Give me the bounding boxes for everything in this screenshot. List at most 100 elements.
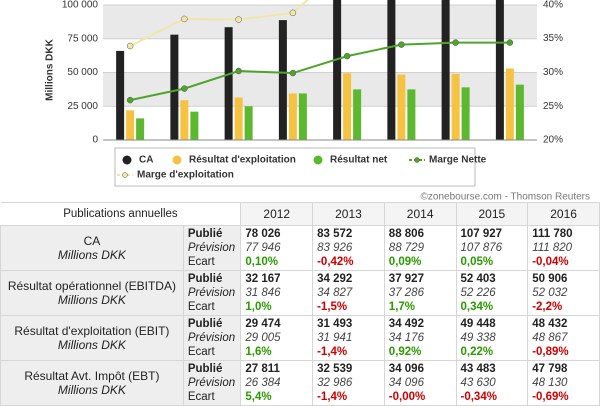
forecast: 49 338	[460, 332, 496, 344]
value-cell: 34 096 34 096 -0,00%	[383, 360, 457, 406]
gap: 0,09%	[388, 256, 422, 268]
legend-label: Marge Nette	[429, 155, 487, 166]
y-tick-label: 50 000	[67, 67, 98, 78]
y-tick-label: 25 000	[67, 101, 98, 112]
row-name: Résultat opérationnel (EBITDA)	[7, 279, 176, 293]
published: 83 572	[317, 228, 353, 240]
line-point	[452, 39, 459, 46]
bar	[190, 111, 199, 140]
forecast: 34 096	[388, 377, 424, 389]
sublabels: Publié Prévision Ecart	[182, 225, 242, 271]
sublabel: Prévision	[187, 287, 236, 299]
year-header: 2016	[527, 202, 600, 226]
row-unit: Millions DKK	[57, 338, 126, 352]
gap: -1,4%	[317, 391, 348, 403]
legend-label: Marge d'exploitation	[137, 170, 234, 181]
legend-label: Résultat net	[330, 155, 388, 166]
forecast: 43 630	[460, 377, 496, 389]
bar	[126, 110, 135, 140]
line	[129, 41, 510, 102]
y2-tick-label: 35%	[543, 33, 563, 44]
bar	[397, 74, 406, 140]
value-cell: 34 492 34 176 0,92%	[383, 315, 457, 361]
sublabel: Ecart	[187, 391, 215, 403]
forecast: 31 941	[317, 332, 353, 344]
gap: -2,2%	[532, 301, 563, 313]
value-cell: 48 432 48 867 -0,89%	[527, 315, 600, 361]
legend-box	[114, 147, 476, 187]
value-cell: 47 798 48 130 -0,69%	[527, 360, 600, 406]
legend-label: Résultat d'exploitation	[189, 155, 296, 166]
data-row: CA Millions DKK Publié Prévision Ecart 78 026…	[0, 225, 600, 271]
year-header: 2015	[455, 202, 529, 226]
value-cell: 32 539 32 986 -1,4%	[312, 360, 385, 406]
published: 43 483	[460, 363, 496, 375]
legend-label: CA	[139, 155, 153, 166]
published: 27 811	[245, 363, 280, 375]
y2-tick-label: 25%	[543, 101, 563, 112]
value-cell: 49 448 49 338 0,22%	[455, 315, 529, 361]
value-cell: 31 493 31 941 -1,4%	[312, 315, 385, 361]
gap: 1,6%	[245, 346, 272, 358]
line-point	[181, 15, 188, 23]
published: 111 780	[532, 228, 573, 240]
legend-swatch	[122, 172, 128, 178]
gap: 1,0%	[245, 301, 272, 313]
bar	[495, 0, 504, 140]
bar	[461, 87, 470, 140]
sublabel: Publié	[187, 318, 223, 330]
bar	[244, 106, 253, 140]
bar	[298, 93, 307, 140]
grid-band	[103, 4, 537, 39]
row-unit: Millions DKK	[57, 383, 126, 397]
forecast: 48 130	[532, 377, 568, 389]
forecast: 37 286	[388, 287, 424, 299]
year-header: 2012	[240, 202, 314, 226]
sublabel: Prévision	[187, 242, 236, 254]
published: 47 798	[532, 363, 568, 375]
forecast: 48 867	[532, 332, 568, 344]
bar	[387, 0, 396, 140]
bar	[136, 118, 145, 140]
line-point	[289, 9, 297, 17]
y-tick-label: 100 000	[62, 0, 99, 11]
sublabels: Publié Prévision Ecart	[182, 270, 242, 316]
forecast: 52 032	[532, 287, 568, 299]
row-name: CA	[83, 234, 101, 248]
row-label: Résultat d'exploitation (EBIT) Millions D…	[0, 315, 184, 361]
published: 31 493	[317, 318, 353, 330]
y-axis-label: Millions DKK	[45, 38, 56, 100]
line-point	[343, 52, 351, 60]
year-header: 2014	[383, 202, 457, 226]
header-row: Publications annuelles 2012 2013 2014 2015 20…	[0, 202, 600, 226]
bar	[451, 73, 460, 140]
bar	[333, 0, 342, 140]
value-cell: 27 811 26 384 5,4%	[240, 360, 314, 406]
gap: 0,05%	[460, 256, 494, 268]
chart: Millions DKK ©zonebourse.com - Thomson R…	[45, 0, 590, 203]
sublabel: Publié	[187, 228, 223, 240]
gap: -0,89%	[532, 346, 569, 358]
published: 29 474	[245, 318, 281, 330]
published: 37 927	[388, 273, 424, 285]
row-name: Résultat Avt. Impôt (EBT)	[24, 369, 160, 383]
value-cell: 50 906 52 032 -2,2%	[527, 270, 600, 316]
y2-tick-label: 30%	[543, 67, 563, 78]
forecast: 29 005	[245, 332, 281, 344]
forecast: 83 926	[317, 242, 353, 254]
gap: -1,4%	[317, 346, 348, 358]
sublabel: Prévision	[187, 332, 236, 344]
bar	[343, 73, 352, 140]
bar	[278, 20, 287, 140]
data-row: Résultat Avt. Impôt (EBT) Millions DKK Pub…	[0, 360, 600, 406]
header-cell: Publications annuelles	[0, 202, 242, 226]
row-label: Résultat opérationnel (EBITDA) Millions D…	[0, 270, 184, 316]
table: Publications annuelles 2012 2013 2014 2015 20…	[0, 202, 600, 406]
gap: -0,04%	[532, 256, 569, 268]
value-cell: 43 483 43 630 -0,34%	[455, 360, 529, 406]
forecast: 34 176	[388, 332, 424, 344]
value-cell: 37 927 37 286 1,7%	[383, 270, 457, 316]
gap: 1,7%	[388, 301, 416, 313]
grid-band	[103, 72, 537, 107]
line-point	[289, 69, 297, 77]
